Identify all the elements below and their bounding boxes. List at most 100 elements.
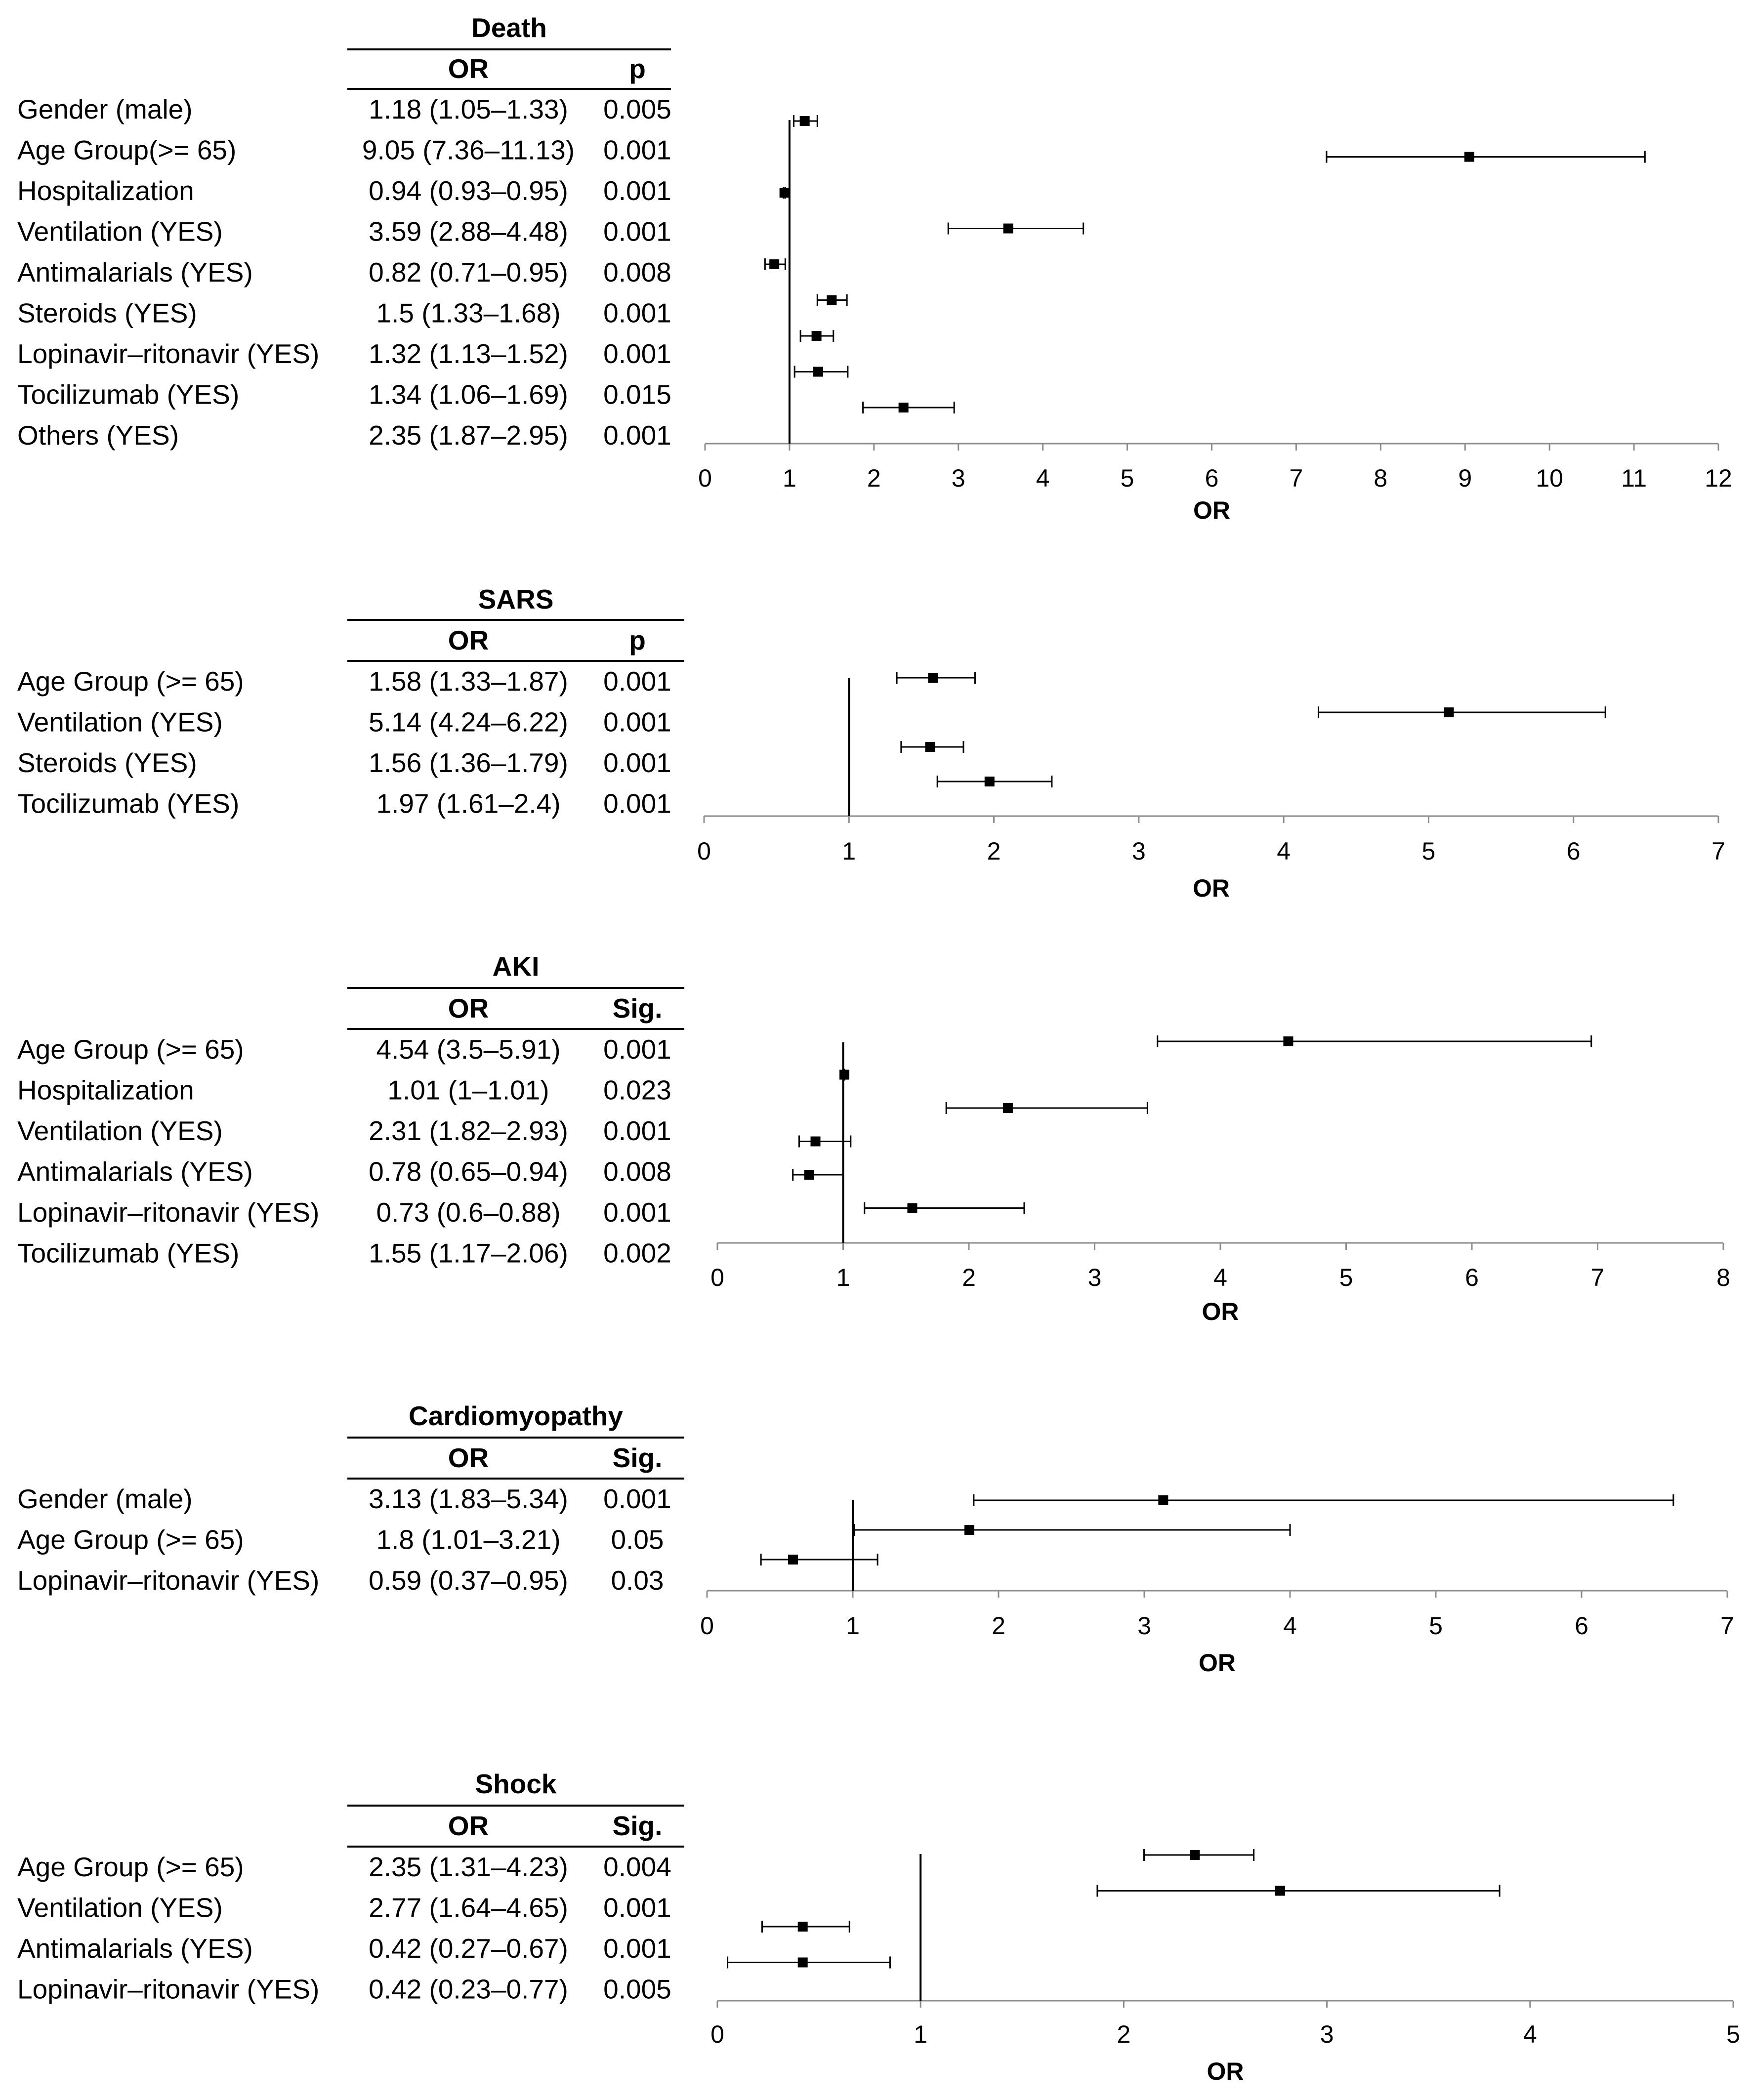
row-label: Tocilizumab (YES) [17, 1238, 239, 1269]
x-axis-title: OR [1199, 1649, 1236, 1677]
row-or-ci: 2.35 (1.31–4.23) [369, 1852, 568, 1882]
or-point [964, 1525, 974, 1535]
or-point [797, 1922, 808, 1932]
row-or-ci: 0.59 (0.37–0.95) [369, 1565, 568, 1596]
row-or-ci: 1.34 (1.06–1.69) [369, 379, 568, 410]
or-point [1190, 1850, 1200, 1860]
x-tick-label: 5 [1726, 2020, 1740, 2048]
row-p-value: 0.001 [603, 666, 671, 697]
row-label: Age Group (>= 65) [17, 1034, 244, 1065]
row-label: Ventilation (YES) [17, 1893, 223, 1923]
row-label: Antimalarials (YES) [17, 1156, 253, 1187]
row-p-value: 0.03 [611, 1565, 664, 1596]
row-or-ci: 0.94 (0.93–0.95) [369, 175, 568, 206]
row-label: Tocilizumab (YES) [17, 788, 239, 819]
or-point [813, 367, 824, 377]
row-or-ci: 4.54 (3.5–5.91) [376, 1034, 560, 1065]
x-tick-label: 0 [698, 464, 712, 492]
x-tick-label: 0 [710, 1264, 724, 1291]
or-point [839, 1070, 850, 1080]
or-point [1275, 1886, 1286, 1896]
row-p-value: 0.008 [603, 257, 671, 288]
or-column-header: OR [448, 1811, 489, 1841]
row-p-value: 0.001 [603, 135, 671, 165]
x-tick-label: 3 [1137, 1612, 1151, 1640]
x-tick-label: 4 [1523, 2020, 1537, 2048]
row-p-value: 0.001 [603, 1197, 671, 1228]
row-label: Age Group (>= 65) [17, 666, 244, 697]
row-or-ci: 3.59 (2.88–4.48) [369, 216, 568, 247]
x-tick-label: 7 [1290, 464, 1303, 492]
row-or-ci: 0.82 (0.71–0.95) [369, 257, 568, 288]
x-tick-label: 1 [842, 837, 856, 865]
row-label: Age Group (>= 65) [17, 1852, 244, 1882]
row-label: Gender (male) [17, 1483, 193, 1514]
x-tick-label: 0 [710, 2020, 724, 2048]
row-label: Lopinavir–ritonavir (YES) [17, 338, 319, 369]
x-tick-label: 3 [1320, 2020, 1334, 2048]
x-tick-label: 3 [1088, 1264, 1102, 1291]
x-axis-title: OR [1193, 496, 1230, 524]
row-or-ci: 0.73 (0.6–0.88) [376, 1197, 560, 1228]
x-tick-label: 5 [1422, 837, 1436, 865]
x-tick-label: 4 [1277, 837, 1291, 865]
x-tick-label: 4 [1283, 1612, 1297, 1640]
row-label: Others (YES) [17, 420, 179, 451]
or-column-header: OR [448, 53, 489, 84]
row-label: Lopinavir–ritonavir (YES) [17, 1565, 319, 1596]
or-point [1158, 1495, 1168, 1505]
row-p-value: 0.001 [603, 420, 671, 451]
row-p-value: 0.001 [603, 338, 671, 369]
row-label: Steroids (YES) [17, 747, 197, 778]
row-or-ci: 1.01 (1–1.01) [387, 1075, 549, 1106]
row-p-value: 0.005 [603, 94, 671, 124]
x-tick-label: 1 [836, 1264, 850, 1291]
row-p-value: 0.001 [603, 175, 671, 206]
x-tick-label: 2 [867, 464, 881, 492]
row-or-ci: 0.78 (0.65–0.94) [369, 1156, 568, 1187]
x-tick-label: 12 [1705, 464, 1732, 492]
row-or-ci: 2.77 (1.64–4.65) [369, 1893, 568, 1923]
row-p-value: 0.004 [603, 1852, 671, 1882]
p-column-header: Sig. [613, 1811, 663, 1841]
row-p-value: 0.05 [611, 1524, 664, 1555]
row-label: Age Group(>= 65) [17, 135, 236, 165]
row-p-value: 0.001 [603, 1483, 671, 1514]
or-point [1464, 152, 1474, 162]
row-p-value: 0.001 [603, 747, 671, 778]
x-tick-label: 7 [1591, 1264, 1605, 1291]
row-or-ci: 1.32 (1.13–1.52) [369, 338, 568, 369]
row-p-value: 0.001 [603, 1034, 671, 1065]
x-tick-label: 1 [846, 1612, 860, 1640]
x-tick-label: 3 [952, 464, 965, 492]
row-or-ci: 1.5 (1.33–1.68) [376, 298, 560, 329]
x-tick-label: 8 [1374, 464, 1387, 492]
x-tick-label: 6 [1205, 464, 1219, 492]
panel-title: SARS [478, 584, 554, 615]
row-or-ci: 3.13 (1.83–5.34) [369, 1483, 568, 1514]
row-p-value: 0.002 [603, 1238, 671, 1269]
x-tick-label: 6 [1465, 1264, 1479, 1291]
row-p-value: 0.001 [603, 1933, 671, 1964]
row-p-value: 0.001 [603, 298, 671, 329]
row-p-value: 0.001 [603, 1115, 671, 1146]
row-label: Steroids (YES) [17, 298, 197, 329]
x-tick-label: 4 [1213, 1264, 1227, 1291]
row-p-value: 0.001 [603, 216, 671, 247]
x-tick-label: 1 [914, 2020, 927, 2048]
row-p-value: 0.001 [603, 1893, 671, 1923]
row-label: Antimalarials (YES) [17, 1933, 253, 1964]
row-or-ci: 1.18 (1.05–1.33) [369, 94, 568, 124]
x-tick-label: 3 [1132, 837, 1146, 865]
row-label: Age Group (>= 65) [17, 1524, 244, 1555]
row-or-ci: 9.05 (7.36–11.13) [362, 135, 575, 165]
or-point [925, 742, 935, 752]
row-or-ci: 0.42 (0.23–0.77) [369, 1974, 568, 2005]
x-tick-label: 8 [1716, 1264, 1730, 1291]
x-tick-label: 7 [1711, 837, 1725, 865]
or-point [804, 1170, 814, 1180]
x-tick-label: 5 [1339, 1264, 1353, 1291]
or-column-header: OR [448, 1442, 489, 1473]
row-or-ci: 1.8 (1.01–3.21) [376, 1524, 560, 1555]
